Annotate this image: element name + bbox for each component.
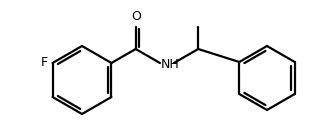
- Text: NH: NH: [161, 58, 180, 72]
- Text: F: F: [40, 57, 47, 70]
- Text: O: O: [131, 10, 141, 23]
